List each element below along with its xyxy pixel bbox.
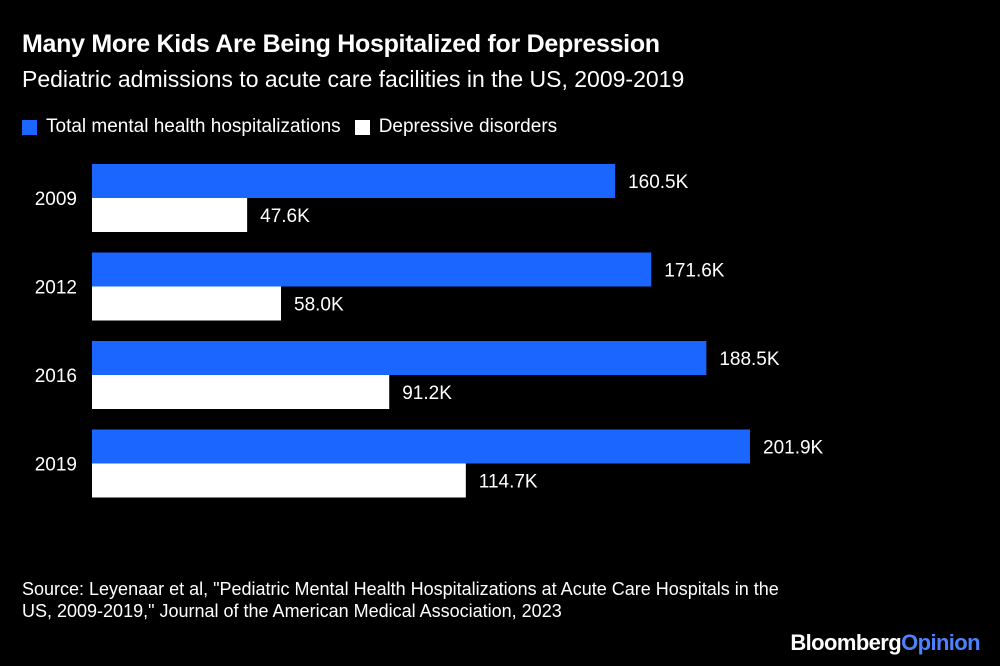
data-label-total-2009: 160.5K [628,172,689,193]
bar-group-2012: 2012 171.6K 58.0K [35,252,725,321]
bloomberg-opinion-logo: BloombergOpinion [790,630,980,656]
legend-item-depressive: Depressive disorders [354,116,558,138]
legend-swatch-depressive [354,119,370,135]
data-label-total-2019: 201.9K [763,438,824,459]
data-label-total-2016: 188.5K [719,349,780,370]
legend-item-total: Total mental health hospitalizations [22,116,341,138]
bar-total-2009 [92,164,616,198]
chart-title: Many More Kids Are Being Hospitalized fo… [22,30,660,58]
bar-depressive-2012 [92,286,282,321]
bar-depressive-2009 [92,198,248,232]
bar-group-2016: 2016 188.5K 91.2K [35,341,780,409]
bar-group-2009: 2009 160.5K 47.6K [35,164,689,232]
category-label: 2012 [35,278,77,299]
data-label-depressive-2012: 58.0K [294,295,344,316]
chart-legend: Total mental health hospitalizations Dep… [22,114,571,140]
data-label-depressive-2019: 114.7K [479,472,538,493]
legend-label-total: Total mental health hospitalizations [46,116,341,137]
brand-name: Bloomberg [790,630,902,655]
bar-depressive-2016 [92,375,390,409]
category-label: 2009 [35,189,77,210]
chart-subtitle: Pediatric admissions to acute care facil… [22,66,685,92]
source-note: Source: Leyenaar et al, "Pediatric Menta… [22,579,779,621]
data-label-depressive-2016: 91.2K [402,383,452,404]
bar-total-2019 [92,429,750,464]
category-label: 2019 [35,455,77,476]
bar-chart: 2009 160.5K 47.6K 2012 171.6K 58.0K 2016 188.5K… [35,164,824,498]
data-label-depressive-2009: 47.6K [260,206,310,227]
legend-label-depressive: Depressive disorders [378,116,558,137]
bar-total-2012 [92,252,652,287]
bar-total-2016 [92,341,707,375]
category-label: 2016 [35,366,77,387]
legend-swatch-total [22,119,37,135]
brand-section: Opinion [901,630,981,655]
data-label-total-2012: 171.6K [664,261,725,282]
bar-depressive-2019 [92,463,466,498]
bar-group-2019: 2019 201.9K 114.7K [35,429,824,498]
